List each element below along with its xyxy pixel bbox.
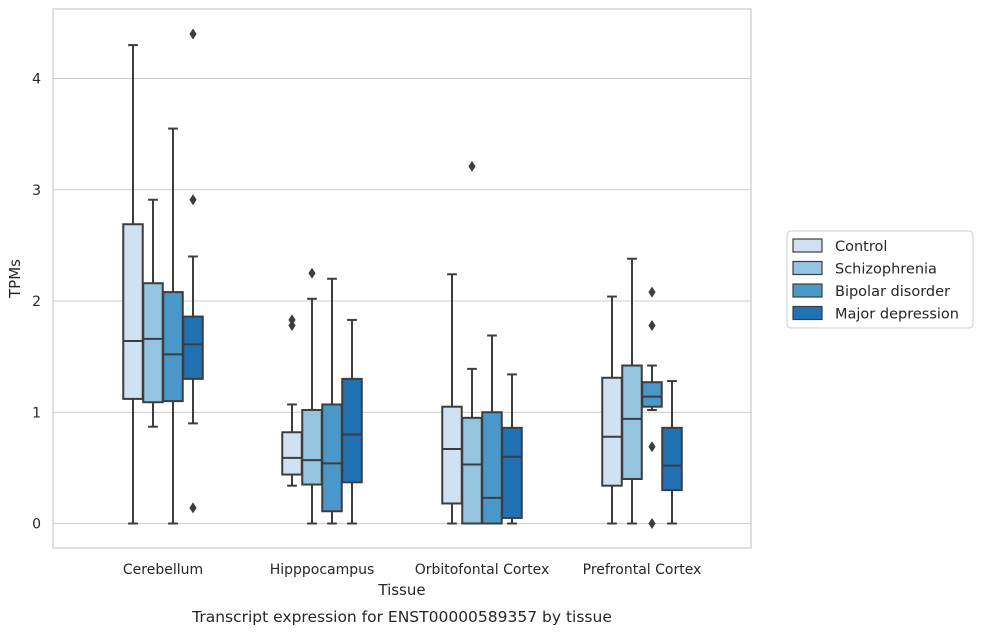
legend-item: Control xyxy=(792,238,887,255)
box-iqr xyxy=(481,411,503,525)
box-plots xyxy=(122,28,683,529)
box-iqr xyxy=(661,426,683,492)
x-axis-label: Tissue xyxy=(377,581,425,599)
y-tick-label: 3 xyxy=(32,183,41,199)
box-schizophrenia xyxy=(461,160,483,525)
box-schizophrenia xyxy=(301,267,323,525)
outlier-point xyxy=(189,502,197,514)
legend-swatch xyxy=(792,238,823,253)
x-tick-label: Orbitofontal Cortex xyxy=(415,562,550,578)
legend-label: Schizophrenia xyxy=(835,262,937,278)
box-iqr xyxy=(182,315,204,380)
chart-caption: Transcript expression for ENST0000058935… xyxy=(191,608,612,626)
y-tick-label: 1 xyxy=(32,405,41,421)
outlier-point xyxy=(648,286,656,298)
box-iqr xyxy=(621,364,643,480)
box-iqr xyxy=(321,403,343,513)
box-schizophrenia xyxy=(621,257,643,525)
legend-label: Major depression xyxy=(835,307,959,323)
outlier-point xyxy=(189,194,197,206)
legend: Control Schizophrenia Bipolar disorder Majo… xyxy=(786,230,974,329)
box-iqr xyxy=(122,223,144,400)
box-bipolar-disorder xyxy=(162,127,184,525)
outlier-point xyxy=(468,160,476,172)
plot-area-frame xyxy=(52,8,752,549)
box-major-depression xyxy=(661,380,683,525)
legend-label: Control xyxy=(835,239,887,255)
y-tick-label: 0 xyxy=(32,517,41,533)
y-tick-labels: 0 1 2 3 4 xyxy=(32,72,41,533)
box-control xyxy=(281,314,303,487)
box-iqr xyxy=(461,416,483,525)
legend-swatch xyxy=(792,283,823,298)
box-major-depression xyxy=(501,373,523,525)
legend-swatch xyxy=(792,305,823,321)
y-axis-label: TPMs xyxy=(6,259,24,299)
legend-item: Bipolar disorder xyxy=(792,283,950,300)
box-major-depression xyxy=(341,318,363,525)
box-bipolar-disorder xyxy=(481,334,503,525)
legend-item: Schizophrenia xyxy=(792,260,937,278)
outlier-point xyxy=(308,267,316,279)
legend-frame xyxy=(786,230,974,329)
box-iqr xyxy=(601,376,623,487)
box-bipolar-disorder xyxy=(321,277,343,525)
box-iqr xyxy=(281,431,303,476)
box-control xyxy=(122,44,144,525)
outlier-point xyxy=(288,314,296,326)
box-iqr xyxy=(301,409,323,486)
outlier-point xyxy=(189,28,197,40)
outlier-point xyxy=(648,441,656,453)
box-iqr xyxy=(501,426,523,519)
box-major-depression xyxy=(182,28,204,514)
legend-swatch xyxy=(792,260,823,276)
outlier-point xyxy=(648,518,656,529)
legend-item: Major depression xyxy=(792,305,959,323)
box-iqr xyxy=(162,291,184,403)
box-iqr xyxy=(341,377,363,484)
box-control xyxy=(441,273,463,525)
outlier-point xyxy=(288,319,296,331)
x-tick-labels: Cerebellum Hipppocampus Orbitofontal Corte… xyxy=(123,562,701,578)
outlier-point xyxy=(648,319,656,331)
box-bipolar-disorder xyxy=(641,286,663,529)
box-iqr xyxy=(641,381,663,408)
legend-label: Bipolar disorder xyxy=(835,284,950,300)
box-iqr xyxy=(142,282,164,404)
x-tick-label: Prefrontal Cortex xyxy=(583,562,702,578)
box-control xyxy=(601,295,623,525)
x-tick-label: Hipppocampus xyxy=(270,562,375,578)
box-iqr xyxy=(441,405,463,505)
x-tick-label: Cerebellum xyxy=(123,562,203,578)
y-tick-label: 4 xyxy=(32,72,41,88)
y-tick-label: 2 xyxy=(32,294,41,310)
box-schizophrenia xyxy=(142,198,164,428)
